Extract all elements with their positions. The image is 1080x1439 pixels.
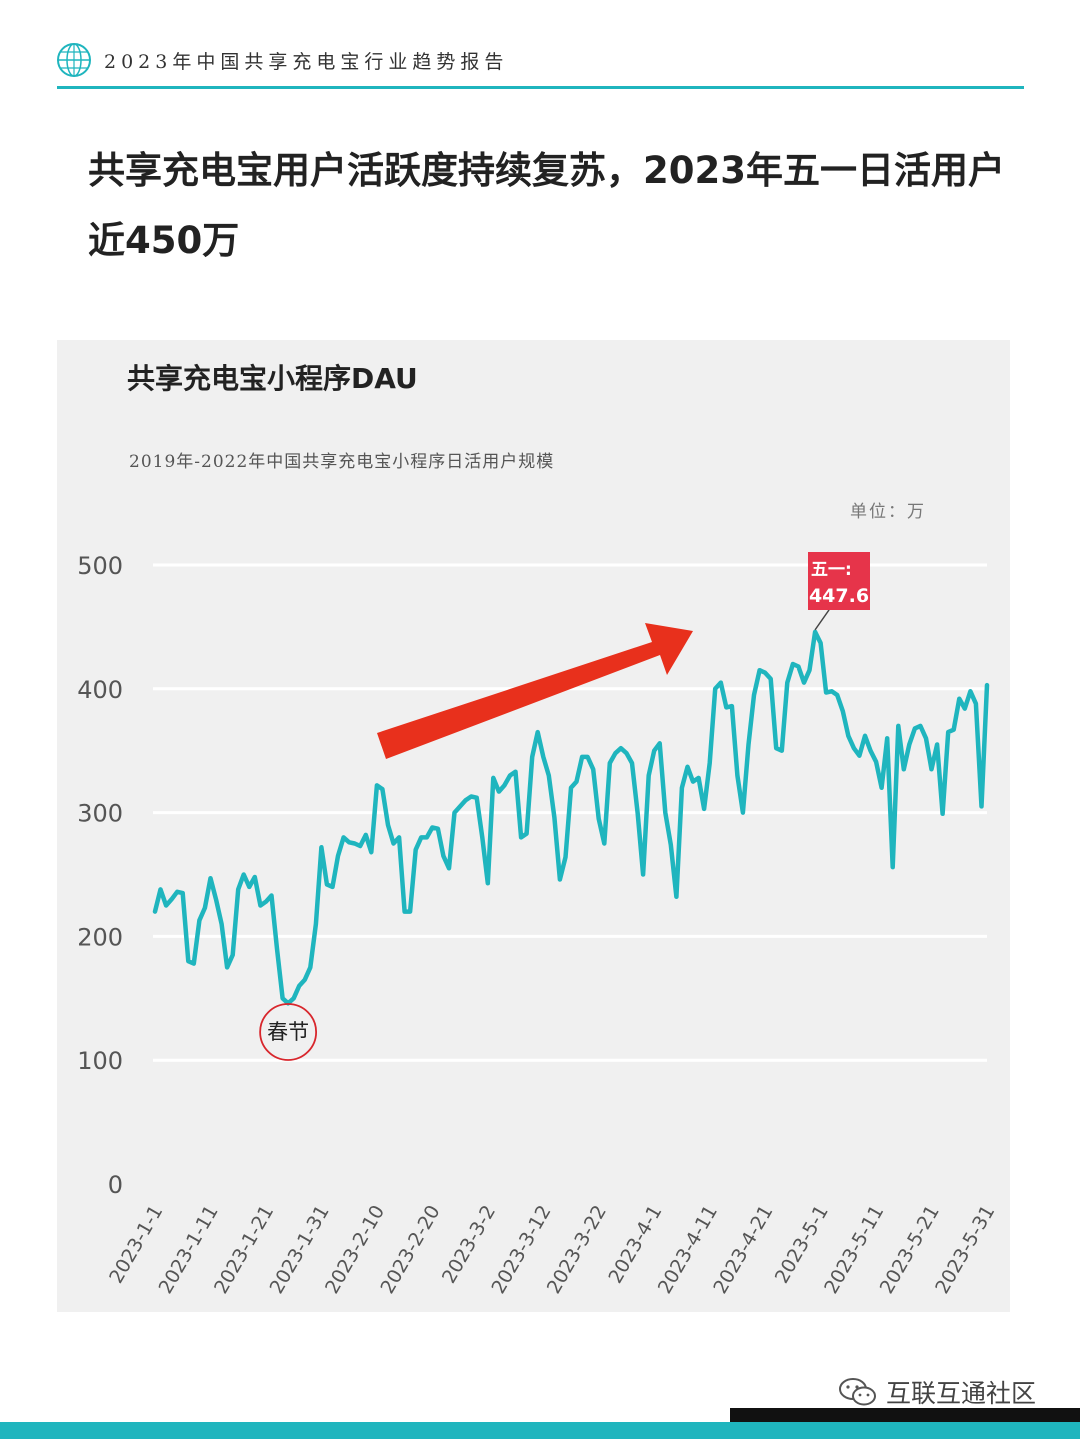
chart-subtitle: 2019年-2022年中国共享充电宝小程序日活用户规模 xyxy=(129,452,554,472)
x-tick-label: 2023-3-2 xyxy=(438,1202,500,1288)
x-tick-label: 2023-5-1 xyxy=(771,1202,833,1288)
x-tick-label: 2023-4-1 xyxy=(604,1202,666,1288)
chart-panel: 共享充电宝小程序DAU 2019年-2022年中国共享充电宝小程序日活用户规模 … xyxy=(57,340,1010,1312)
footer-bar xyxy=(0,1422,1080,1439)
y-tick-label: 300 xyxy=(77,800,123,828)
footer-dark-strip xyxy=(730,1408,1080,1422)
y-tick-label: 100 xyxy=(77,1047,123,1075)
y-tick-label: 500 xyxy=(77,552,123,580)
wechat-icon xyxy=(839,1378,876,1406)
chart-title: 共享充电宝小程序DAU xyxy=(127,362,418,395)
peak-callout-value: 447.6 xyxy=(809,585,869,607)
header-divider xyxy=(57,86,1024,89)
y-tick-label: 400 xyxy=(77,676,123,704)
report-logo xyxy=(56,42,92,82)
globe-icon xyxy=(57,43,91,77)
trend-arrow xyxy=(377,623,693,759)
unit-label: 单位：万 xyxy=(850,502,926,522)
page-headline: 共享充电宝用户活跃度持续复苏，2023年五一日活用户近450万 xyxy=(88,149,1005,262)
peak-callout-box xyxy=(808,552,870,610)
y-tick-label: 200 xyxy=(77,923,123,951)
callout-leader xyxy=(814,609,830,631)
report-title: 2023年中国共享充电宝行业趋势报告 xyxy=(104,51,509,73)
wechat-watermark: 互联互通社区 xyxy=(838,1372,1036,1412)
spring-festival-label: 春节 xyxy=(267,1020,309,1044)
spring-festival-circle xyxy=(259,1003,318,1061)
y-tick-label: 0 xyxy=(108,1171,123,1199)
dau-series-line xyxy=(152,629,990,1006)
watermark-text: 互联互通社区 xyxy=(886,1379,1037,1408)
peak-callout-label: 五一: xyxy=(811,560,852,580)
x-tick-label: 2023-1-1 xyxy=(105,1202,167,1288)
dau-line-chart: 共享充电宝小程序DAU 2019年-2022年中国共享充电宝小程序日活用户规模 … xyxy=(77,362,999,1298)
